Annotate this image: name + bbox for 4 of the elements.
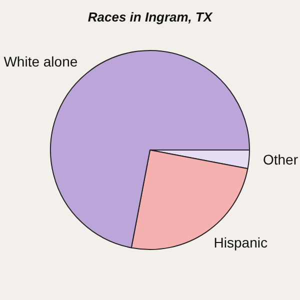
slice-label: Other	[262, 152, 298, 168]
slice-label: Hispanic	[214, 234, 268, 251]
slice-label: White alone	[4, 53, 78, 70]
chart-title: Races in Ingram, TX	[88, 10, 214, 25]
